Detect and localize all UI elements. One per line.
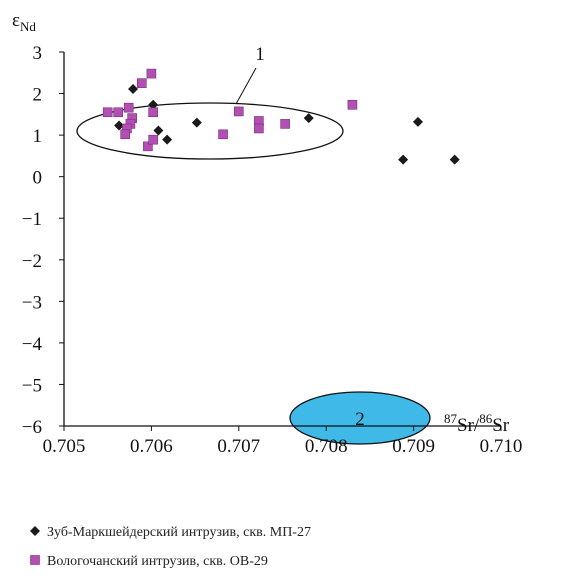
y-tick-label: −6 [22, 417, 42, 438]
region-2 [289, 391, 431, 445]
legend-label: Зуб-Маркшейдерский интрузив, скв. МП-27 [47, 525, 311, 540]
x-axis-label: 87Sr/86Sr [444, 411, 510, 436]
diamond-point [114, 120, 125, 131]
x-tick-label: 0.705 [43, 436, 86, 457]
square-point [113, 107, 123, 118]
square-point [143, 141, 153, 152]
square-point [148, 134, 158, 145]
annotation: 1 [255, 44, 265, 65]
square-point [254, 123, 264, 134]
diamond-point [303, 113, 314, 124]
diamond-point [128, 83, 139, 94]
y-tick-label: 3 [33, 43, 43, 64]
diamond-point [398, 154, 409, 165]
y-axis-label: εNd [12, 10, 36, 34]
x-tick-label: 0.706 [130, 436, 173, 457]
x-tick-label: 0.709 [392, 436, 435, 457]
square-point [218, 129, 228, 140]
diamond-point [153, 125, 164, 136]
square-point [123, 102, 134, 113]
square-point [146, 68, 157, 79]
x-label-sup: 87 [444, 411, 458, 426]
region-1 [76, 102, 344, 160]
x-tick-label: 0.707 [217, 436, 260, 457]
y-tick-label: −5 [22, 375, 42, 396]
legend-label: Вологочанский интрузив, скв. ОВ-29 [47, 554, 268, 569]
square-point [148, 107, 158, 118]
square-point [234, 106, 244, 117]
diamond-point [412, 116, 423, 127]
y-tick-label: 2 [33, 85, 43, 106]
y-tick-label: 1 [33, 126, 43, 147]
diamond-point [191, 117, 202, 128]
legend-marker [30, 526, 40, 536]
square-point [102, 107, 113, 118]
x-tick-label: 0.708 [305, 436, 348, 457]
diamond-point [162, 134, 173, 145]
legend-marker [30, 555, 40, 565]
y-label: ε [12, 10, 20, 31]
square-point [136, 78, 147, 88]
square-point [347, 99, 358, 110]
square-point [120, 129, 130, 140]
diamond-point [148, 99, 159, 110]
x-label-sup: 86 [479, 411, 493, 426]
leader-line [235, 67, 257, 105]
y-tick-label: 0 [33, 168, 43, 189]
diamond-point [449, 154, 460, 165]
y-tick-label: −4 [22, 334, 43, 355]
y-label-sub: Nd [20, 19, 36, 34]
annotation: 2 [355, 409, 365, 430]
y-tick-label: −2 [22, 251, 42, 272]
y-tick-label: −3 [22, 292, 42, 313]
square-point [280, 119, 290, 129]
x-tick-label: 0.710 [480, 436, 523, 457]
y-tick-label: −1 [22, 209, 42, 230]
